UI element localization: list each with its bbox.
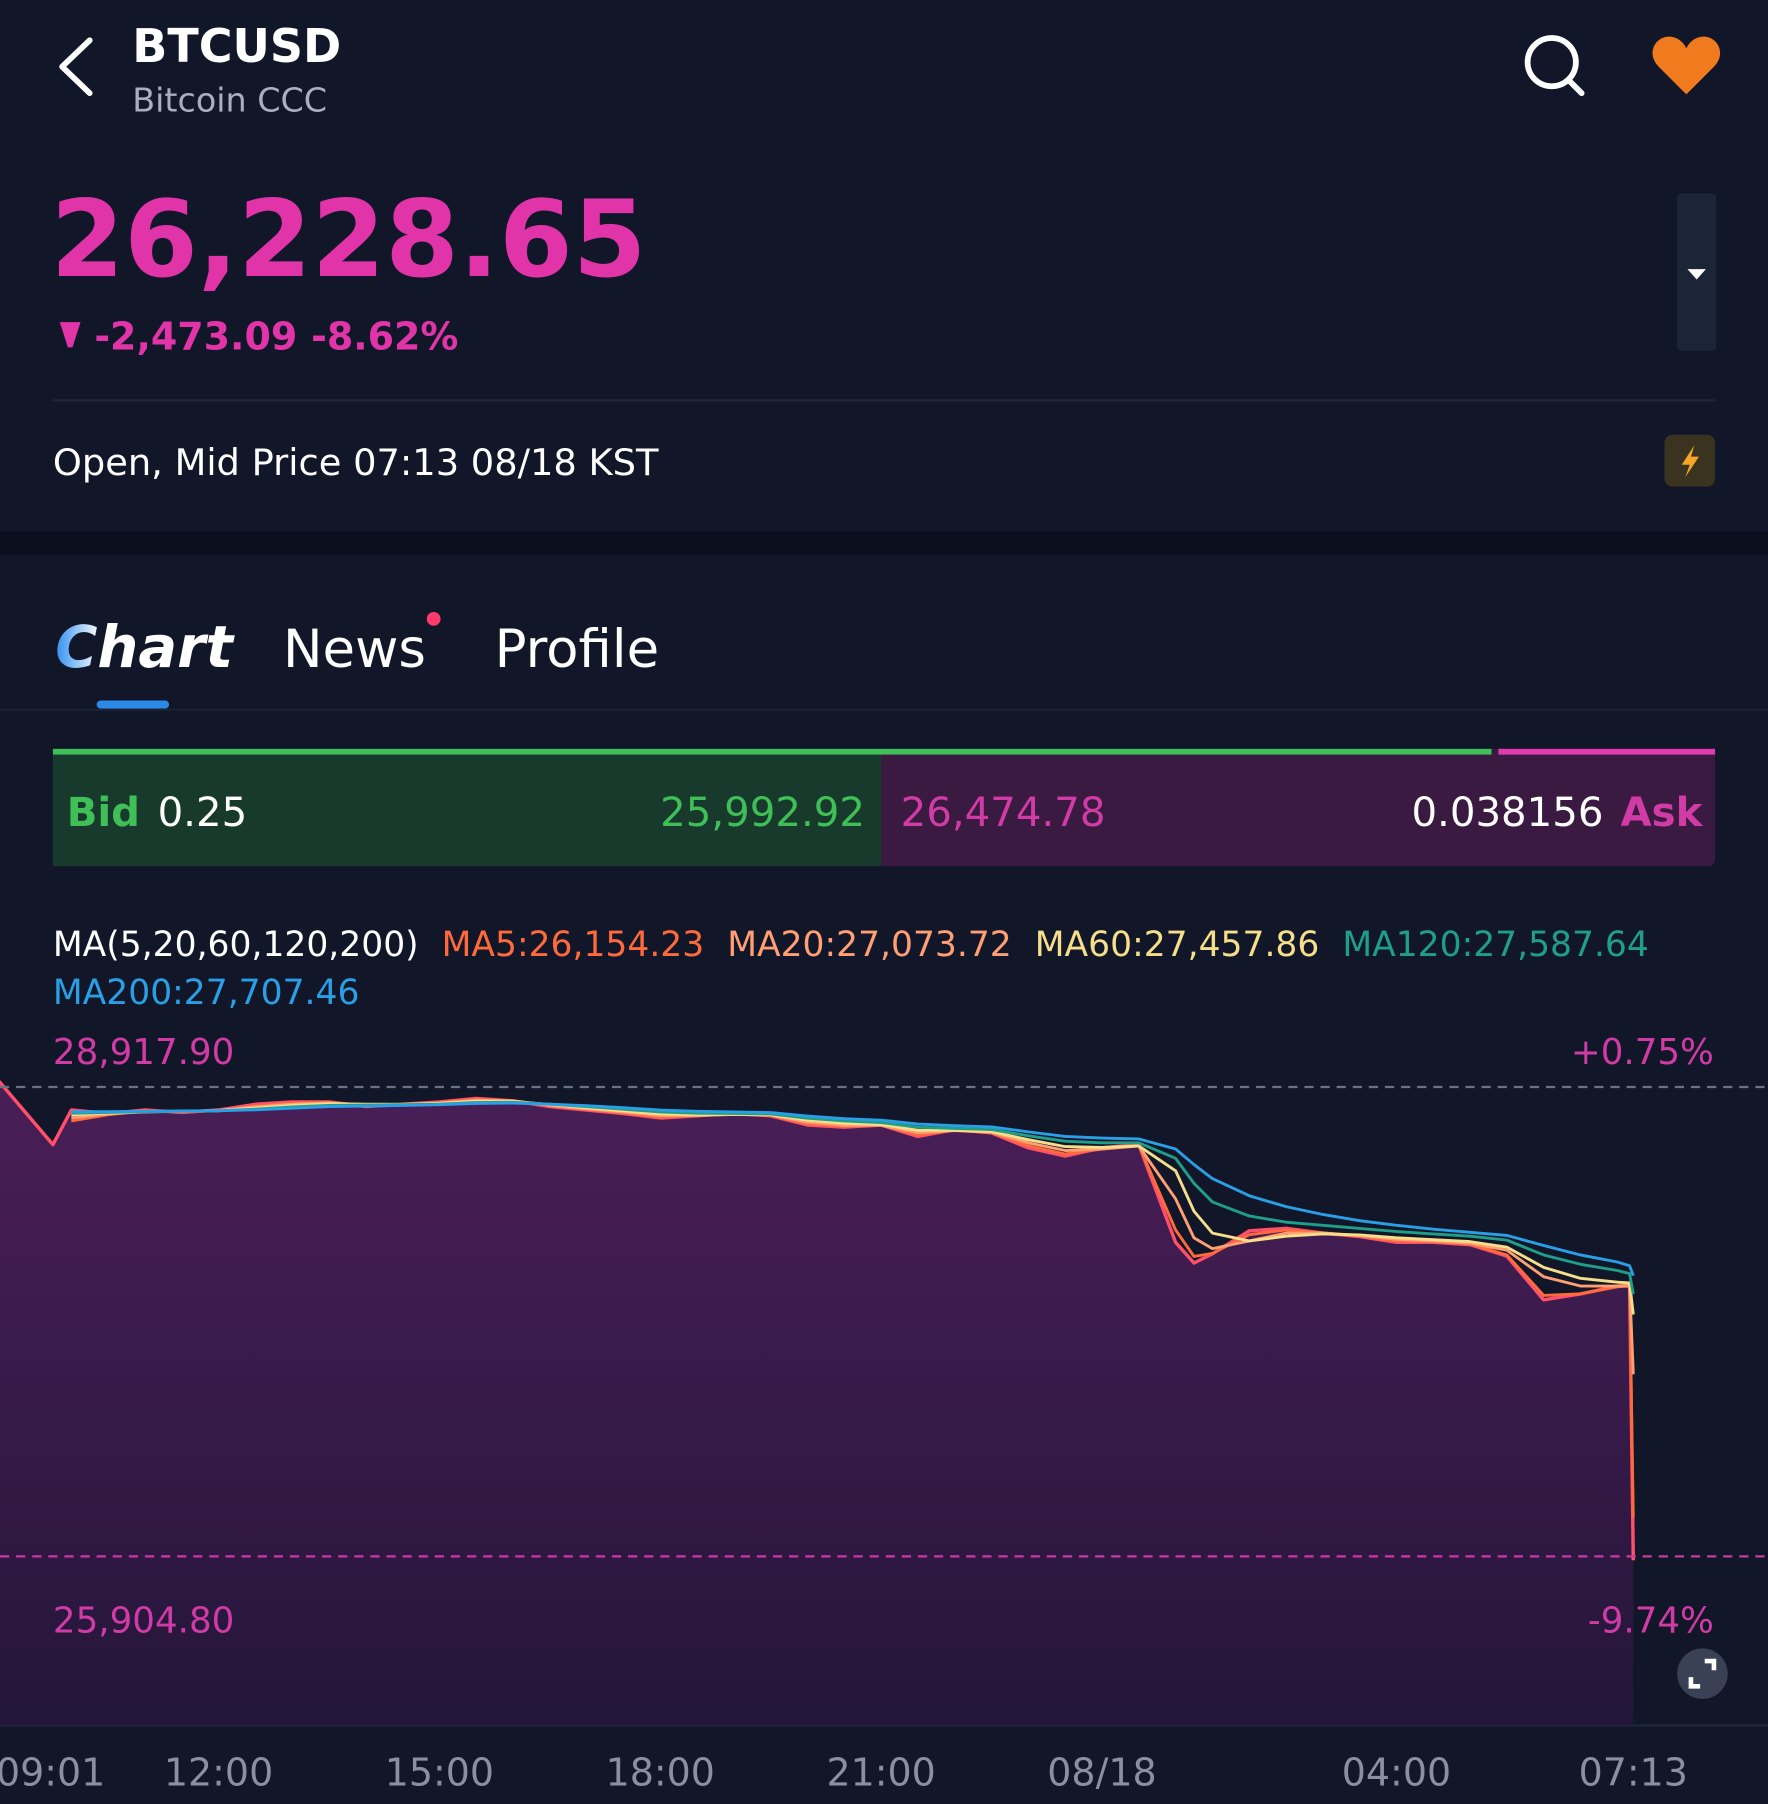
tab-indicator (96, 700, 170, 709)
price-change-percent: -8.62% (311, 315, 458, 359)
ma-legend: MA(5,20,60,120,200) MA5:26,154.23 MA20:27,… (53, 923, 1686, 1017)
x-tick-label: 18:00 (606, 1750, 715, 1794)
instrument-name: Bitcoin CCC (132, 81, 327, 120)
down-arrow (59, 322, 81, 348)
x-tick-label: 04:00 (1342, 1750, 1451, 1794)
search-button[interactable] (1524, 35, 1585, 97)
tab-chart[interactable]: Chart (55, 614, 235, 681)
back-button[interactable] (59, 37, 93, 97)
x-tick-label: 08/18 (1047, 1750, 1156, 1794)
ask-ratio (1498, 748, 1716, 755)
legend-entry: MA20:27,073.72 (727, 924, 1012, 966)
news-dot (426, 611, 441, 626)
market-status: Open, Mid Price 07:13 08/18 KST (53, 441, 659, 484)
ask-label: Ask (1621, 790, 1704, 836)
legend-entry: MA120:27,587.64 (1342, 924, 1649, 966)
ask-price: 26,474.78 (901, 790, 1106, 836)
ma-title: MA(5,20,60,120,200) (52, 924, 419, 966)
bid-panel (52, 754, 882, 867)
x-tick-label: 07:13 (1579, 1750, 1688, 1794)
tab-news[interactable]: News (283, 619, 426, 680)
price-chart (0, 1080, 1636, 1726)
bid-ratio (52, 748, 1492, 755)
y2-tick-label: +0.75% (1571, 1032, 1714, 1073)
legend-entry: MA200:27,707.46 (52, 973, 360, 1014)
price-area (0, 1082, 1634, 1726)
x-tick-label: 12:00 (164, 1750, 273, 1794)
x-tick-label: 09:01 (0, 1750, 105, 1794)
section-gap (0, 531, 1768, 555)
y-tick-label: 28,917.90 (53, 1032, 234, 1073)
price-change: -2,473.09 (94, 315, 297, 359)
x-tick-label: 15:00 (385, 1750, 494, 1794)
x-tick-label: 21:00 (826, 1750, 935, 1794)
lightning-icon (1681, 445, 1699, 478)
bid-size: 0.25 (158, 790, 248, 836)
y2-tick-label: -9.74% (1588, 1600, 1714, 1641)
favorite-button[interactable] (1652, 36, 1721, 95)
bid-price: 25,992.92 (660, 790, 865, 836)
legend-entry: MA5:26,154.23 (441, 924, 705, 966)
ma-line (71, 1101, 1635, 1277)
last-price: 26,228.65 (51, 178, 647, 301)
y-tick-label: 25,904.80 (53, 1600, 234, 1641)
bid-label: Bid (67, 790, 140, 836)
symbol: BTCUSD (132, 19, 341, 73)
fullscreen-button[interactable] (1677, 1648, 1728, 1699)
legend-entry: MA60:27,457.86 (1034, 924, 1320, 966)
ask-size: 0.038156 (1411, 790, 1603, 836)
expand-arrow (1687, 269, 1706, 280)
tab-profile[interactable]: Profile (495, 619, 660, 680)
